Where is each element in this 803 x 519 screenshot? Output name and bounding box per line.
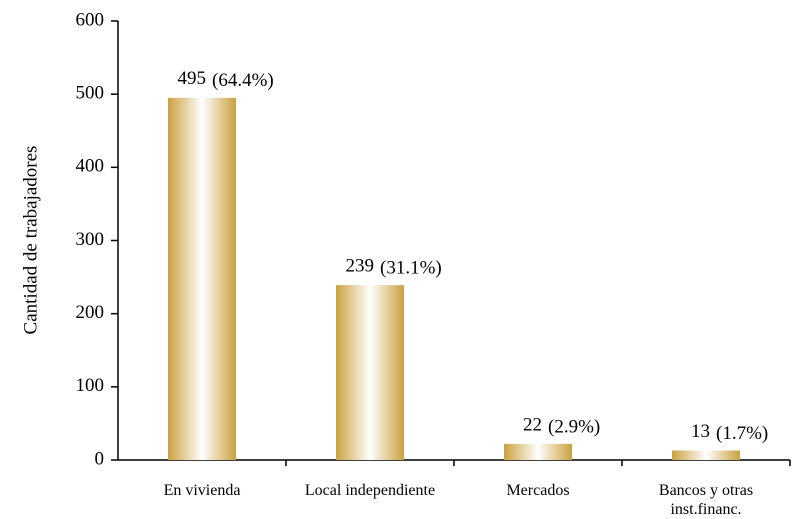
x-tick-label: Mercados bbox=[506, 482, 570, 499]
y-tick-label: 0 bbox=[95, 448, 105, 469]
share-label: (2.9%) bbox=[548, 416, 600, 437]
y-tick-label: 600 bbox=[76, 9, 105, 30]
bar bbox=[672, 450, 740, 460]
y-tick-label: 300 bbox=[76, 229, 105, 250]
value-label: 495 bbox=[178, 68, 207, 89]
bar bbox=[336, 285, 404, 460]
x-tick-label: Local independiente bbox=[304, 482, 436, 499]
share-label: (1.7%) bbox=[716, 423, 768, 444]
y-tick-label: 400 bbox=[76, 156, 105, 177]
bar bbox=[504, 443, 572, 460]
y-axis-label: Cantidad de trabajadores bbox=[20, 146, 41, 335]
y-tick-label: 200 bbox=[76, 302, 105, 323]
x-tick-label: Bancos y otras inst.financ. bbox=[658, 482, 754, 518]
x-tick-label: En vivienda bbox=[163, 482, 241, 499]
share-label: (31.1%) bbox=[380, 257, 442, 278]
value-label: 13 bbox=[691, 421, 710, 442]
value-label: 239 bbox=[346, 255, 375, 276]
y-tick-label: 100 bbox=[76, 375, 105, 396]
value-label: 22 bbox=[523, 414, 542, 435]
bar bbox=[168, 97, 236, 460]
share-label: (64.4%) bbox=[212, 70, 274, 91]
y-tick-label: 500 bbox=[76, 83, 105, 104]
